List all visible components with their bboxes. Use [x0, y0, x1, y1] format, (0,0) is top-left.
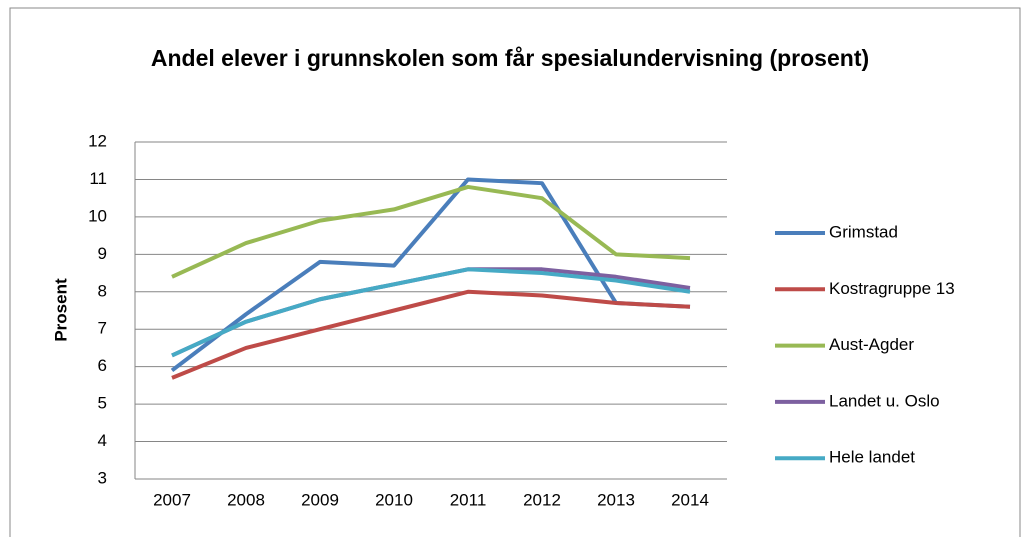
series-line — [170, 177, 691, 373]
series-line — [171, 289, 691, 380]
y-tick-label: 6 — [98, 356, 107, 375]
y-tick-label: 5 — [98, 394, 107, 413]
x-tick-label: 2012 — [523, 490, 561, 509]
y-axis-label: Prosent — [51, 278, 70, 342]
x-tick-label: 2014 — [671, 490, 709, 509]
y-tick-label: 11 — [89, 169, 107, 188]
x-tick-label: 2011 — [450, 490, 487, 509]
y-tick-label: 4 — [98, 431, 107, 450]
legend-label: Landet u. Oslo — [829, 391, 940, 410]
y-tick-label: 3 — [98, 468, 107, 487]
y-tick-label: 7 — [98, 319, 107, 338]
x-tick-label: 2007 — [153, 490, 191, 509]
x-tick-label: 2008 — [227, 490, 265, 509]
legend-label: Grimstad — [829, 222, 898, 241]
chart-title: Andel elever i grunnskolen som får spesi… — [150, 45, 870, 71]
x-tick-label: 2009 — [301, 490, 339, 509]
legend-label: Aust-Agder — [829, 335, 914, 354]
y-tick-label: 10 — [88, 206, 107, 225]
legend-label: Hele landet — [829, 448, 915, 467]
chart-border — [9, 7, 1021, 537]
y-tick-label: 9 — [98, 244, 107, 263]
y-tick-label: 12 — [88, 131, 107, 150]
series-line — [171, 184, 691, 279]
series-line — [171, 267, 691, 358]
x-tick-label: 2013 — [597, 490, 635, 509]
x-tick-label: 2010 — [375, 490, 413, 509]
legend-label: Kostragruppe 13 — [829, 279, 955, 298]
y-tick-label: 8 — [98, 281, 107, 300]
